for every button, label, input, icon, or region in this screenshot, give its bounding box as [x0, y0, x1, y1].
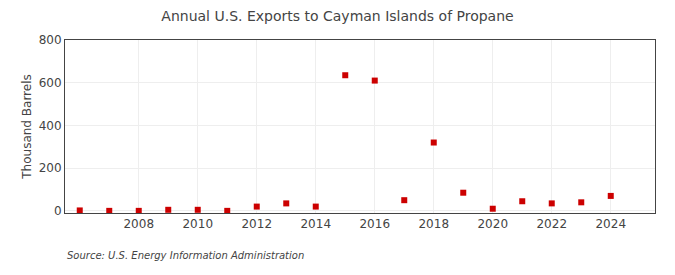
svg-text:2018: 2018 — [418, 217, 449, 231]
svg-text:600: 600 — [39, 76, 62, 90]
svg-text:Thousand Barrels: Thousand Barrels — [20, 74, 34, 179]
svg-text:2014: 2014 — [300, 217, 331, 231]
svg-text:Source: U.S. Energy Informatio: Source: U.S. Energy Information Administ… — [67, 250, 304, 261]
svg-text:400: 400 — [39, 119, 62, 133]
svg-text:2016: 2016 — [359, 217, 390, 231]
svg-text:2024: 2024 — [595, 217, 626, 231]
svg-text:2012: 2012 — [241, 217, 272, 231]
svg-text:200: 200 — [39, 161, 62, 175]
svg-text:2022: 2022 — [536, 217, 567, 231]
svg-text:800: 800 — [39, 33, 62, 47]
svg-text:2010: 2010 — [182, 217, 213, 231]
svg-text:Annual U.S. Exports to Cayman: Annual U.S. Exports to Cayman Islands of… — [161, 8, 513, 24]
svg-text:2020: 2020 — [477, 217, 508, 231]
svg-text:0: 0 — [54, 204, 62, 218]
svg-text:2008: 2008 — [123, 217, 154, 231]
